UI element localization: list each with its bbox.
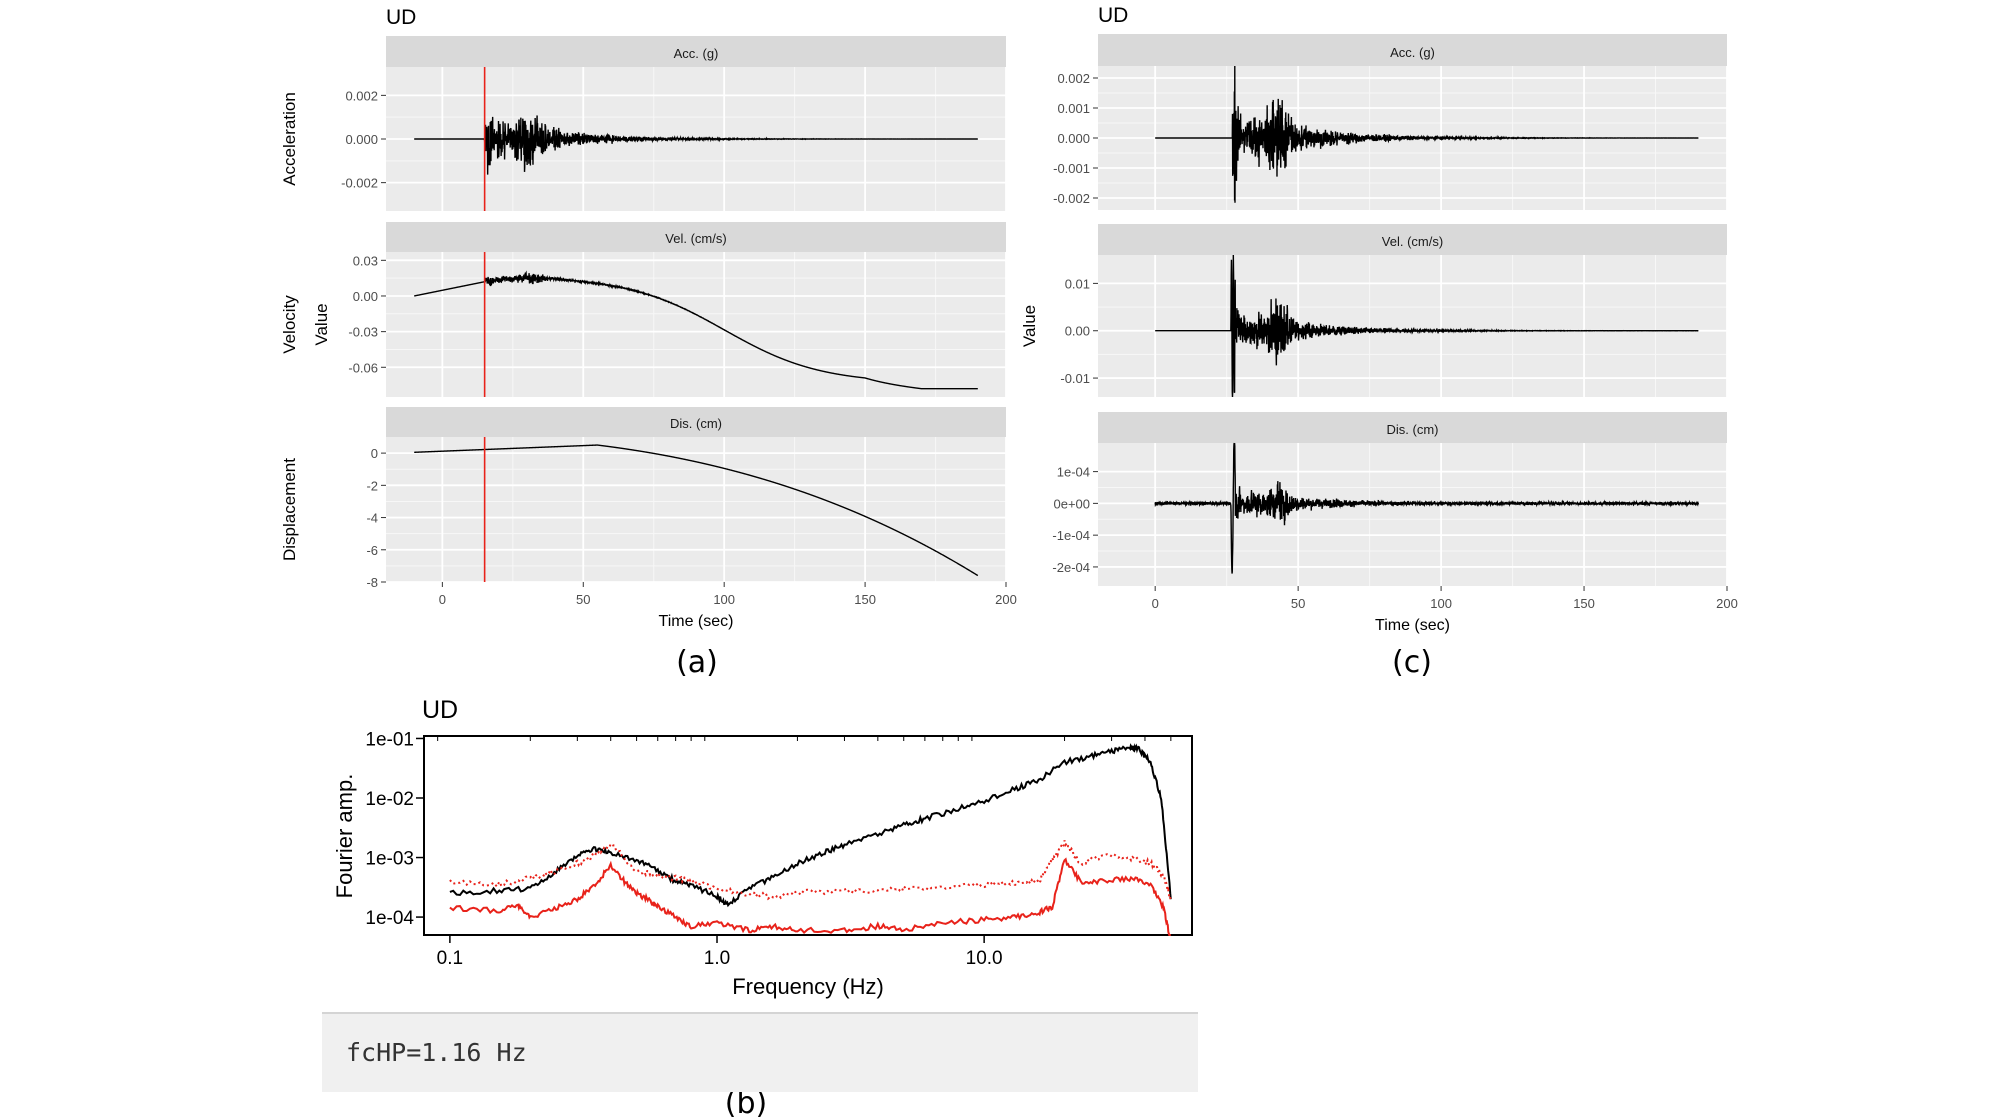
y-tick-label: -1e-04 [1052,528,1090,543]
x-tick-label: 10.0 [966,948,1003,969]
facet-strip-label: Vel. (cm/s) [665,231,726,246]
facet-acc-g: Acc. (g) 0.002 0.000 -0.002 Acceleration [280,36,1007,211]
x-axis-label: Time (sec) [1375,617,1450,634]
y-tick-label: -8 [366,575,378,590]
filter-parameter-box: fcHP=1.16 Hz [322,1012,1198,1092]
x-tick-label: 150 [854,592,876,607]
facet-panel [386,252,1006,397]
y-tick-label: 1e-04 [1057,465,1090,480]
facet-acc-g: Acc. (g) 0.002 0.001 0.000 -0.001 -0.002 [1053,34,1728,210]
y-tick-label: 1e-01 [365,729,414,750]
x-tick-label: 100 [713,592,735,607]
trace-dis-cm [1154,442,1700,574]
spectrum-series-2 [449,840,1172,903]
facet-strip [1098,224,1727,255]
x-tick-label: 50 [1291,596,1305,611]
spectrum-series-3 [449,857,1171,936]
x-tick-label: 1.0 [704,948,730,969]
x-axis-label: Time (sec) [659,613,734,630]
facet-vel-cm-s: Vel. (cm/s) 0.03 0.00 -0.03 -0.06 Velocity [280,222,1007,397]
caption-a: (a) [676,645,718,680]
y-tick-label: 0.000 [1057,131,1090,146]
facet-strip [386,222,1006,252]
facet-dis-cm: Dis. (cm) 1e-04 0e+00 -1e-04 -2e-04 [1052,412,1728,586]
y-tick-label: 0.00 [1065,324,1090,339]
x-tick-label: 200 [995,592,1017,607]
caption-c: (c) [1392,645,1432,680]
y-tick-label: 1e-03 [365,849,414,870]
x-tick-label: 50 [576,592,590,607]
facet-vel-cm-s: Vel. (cm/s) 0.01 0.00 -0.01 [1060,224,1728,398]
facet-panel [1098,255,1727,397]
y-tick-label: -0.01 [1060,371,1090,386]
plot-frame [423,735,1193,936]
y-tick-label: 1e-02 [365,789,414,810]
y-tick-label: 0 [371,446,378,461]
y-tick-label: -6 [366,543,378,558]
x-tick-label: 100 [1430,596,1452,611]
facet-strip-label: Acc. (g) [674,46,719,61]
facet-strip-label: Dis. (cm) [1387,422,1439,437]
trace-acc-g [414,115,978,175]
y-tick-label: 0.002 [1057,71,1090,86]
y-tick-label: 0e+00 [1053,496,1090,511]
x-tick-label: 0.1 [437,948,463,969]
y-tick-label: -0.001 [1053,161,1090,176]
facet-strip [1098,412,1727,443]
y-axis-label: Fourier amp. [332,774,357,899]
chart-title: UD [422,696,458,724]
y-tick-label: -2e-04 [1052,560,1090,575]
y-tick-label: -2 [366,478,378,493]
trace-vel-cm-s [1155,254,1699,398]
trace-acc-g [1155,65,1699,203]
chart-title: UD [386,6,416,29]
x-tick-label: 0 [439,592,446,607]
y-tick-label: -0.002 [1053,191,1090,206]
x-tick-label: 150 [1573,596,1595,611]
y-tick-label: -0.03 [348,325,378,340]
y-tick-label: 0.001 [1057,101,1090,116]
y-axis-label: Value [1020,305,1039,347]
y-tick-label: 0.000 [345,132,378,147]
facet-panel [1098,443,1727,586]
x-tick-label: 0 [1152,596,1159,611]
x-axis-label: Frequency (Hz) [732,974,884,999]
facet-strip [386,36,1006,67]
trace-vel-cm-s [414,270,978,390]
facet-strip [1098,34,1727,66]
y-tick-label: 0.00 [353,289,378,304]
highpass-cutoff-text: fcHP=1.16 Hz [346,1038,527,1067]
y-tick-label: -4 [366,511,378,526]
facet-panel [386,437,1006,582]
y-tick-label: 1e-04 [365,908,414,929]
y-axis-label: Value [312,303,331,345]
facet-strip-label: Dis. (cm) [670,416,722,431]
trace-dis-cm [414,444,979,577]
y-tick-label: -0.06 [348,360,378,375]
facet-strip [386,407,1006,437]
facet-row-label: Displacement [280,458,299,561]
panel-b-fourier-spectrum: UD 0.1 1.0 10.0 1e-01 1e-02 1e-03 1e-04 Frequenc… [332,696,1193,999]
y-tick-label: 0.03 [353,253,378,268]
y-tick-label: 0.01 [1065,276,1090,291]
facet-row-label: Acceleration [280,92,299,186]
y-tick-label: -0.002 [341,176,378,191]
facet-strip-label: Vel. (cm/s) [1382,234,1443,249]
spectrum-series-1 [449,743,1172,908]
facet-row-label: Velocity [280,295,299,354]
y-tick-label: 0.002 [345,88,378,103]
facet-dis-cm: Dis. (cm) 0 -2 -4 -6 -8 Displacement [280,407,1007,590]
x-tick-label: 200 [1716,596,1738,611]
facet-strip-label: Acc. (g) [1390,45,1435,60]
chart-title: UD [1098,4,1128,27]
